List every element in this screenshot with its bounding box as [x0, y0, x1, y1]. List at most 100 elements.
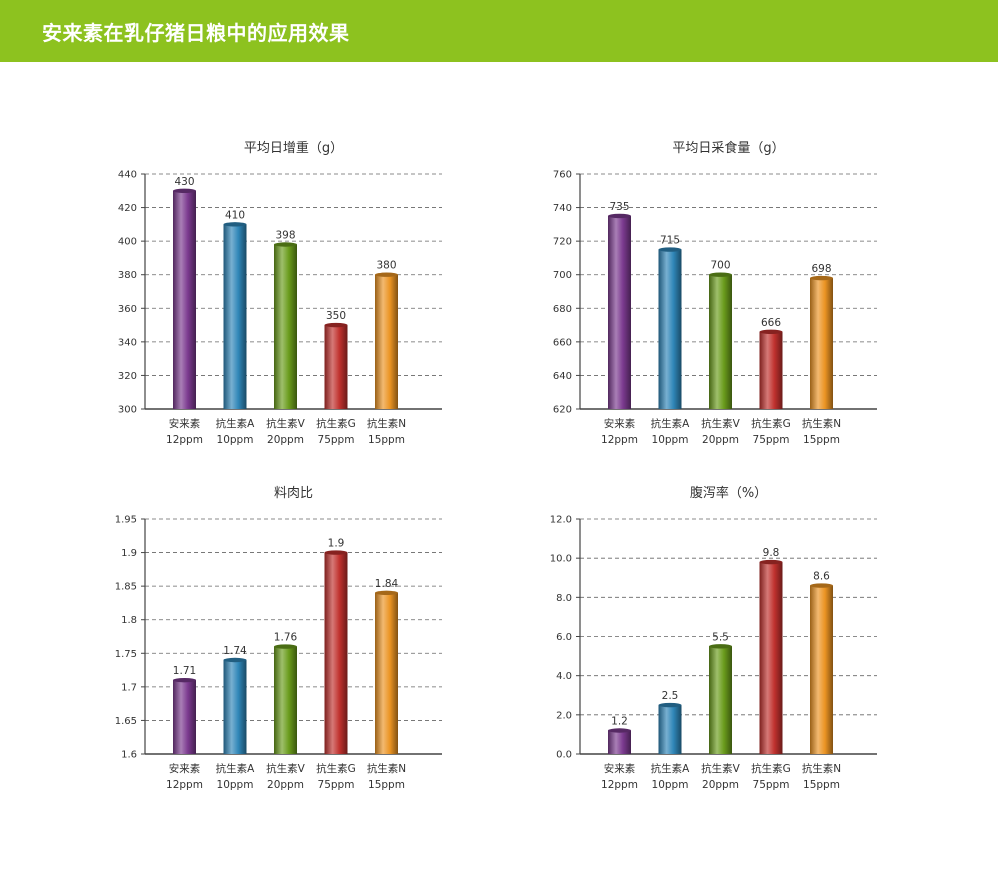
bar-cap [608, 728, 631, 733]
x-category-dose: 12ppm [601, 434, 638, 446]
y-tick-label: 620 [553, 405, 572, 416]
x-category-label: 安来素 [169, 417, 201, 430]
x-category-dose: 15ppm [803, 779, 840, 791]
bar-cap [274, 242, 297, 247]
y-tick-label: 700 [553, 270, 572, 281]
bar [709, 274, 732, 409]
y-tick-label: 720 [553, 237, 572, 248]
chart-feed-conversion-ratio: 料肉比 1.6 1.65 1.7 1.75 1.8 1.85 1.9 1.95 1.71 安来素 12… [100, 475, 460, 795]
chart-title: 平均日增重（g） [244, 140, 343, 156]
y-tick-label: 1.75 [115, 649, 137, 660]
chart-title: 平均日采食量（g） [672, 140, 784, 156]
y-tick-label: 1.85 [115, 582, 137, 593]
x-category-dose: 12ppm [601, 779, 638, 791]
x-category-label: 抗生素N [367, 762, 406, 775]
bar [173, 190, 196, 409]
chart-svg: 腹泻率（%） 0.0 2.0 4.0 6.0 8.0 10.0 12.0 1.2 安来素 12ppm… [550, 485, 877, 791]
y-tick-label: 4.0 [556, 671, 572, 682]
bar-cap [223, 657, 247, 663]
chart-daily-feed-intake: 平均日采食量（g） 620 640 660 680 700 720 740 760 735 安来素 1… [535, 130, 895, 450]
bar [658, 705, 682, 754]
bar [810, 585, 833, 754]
data-label: 666 [761, 317, 781, 329]
data-label: 380 [376, 260, 396, 272]
data-label: 1.71 [173, 665, 196, 677]
data-label: 410 [225, 209, 245, 221]
x-category-dose: 20ppm [267, 434, 304, 446]
data-label: 1.84 [375, 578, 399, 590]
x-category-dose: 75ppm [753, 434, 790, 446]
bar-cap [375, 590, 398, 596]
bar [608, 215, 631, 409]
bar [173, 680, 196, 754]
x-category-label: 抗生素A [651, 417, 690, 430]
data-label: 1.9 [328, 538, 345, 550]
bar-cap [759, 559, 783, 565]
bar [759, 331, 783, 409]
x-category-dose: 10ppm [217, 779, 254, 791]
data-label: 8.6 [813, 571, 830, 583]
x-category-dose: 10ppm [652, 434, 689, 446]
y-tick-label: 740 [553, 203, 572, 214]
bar-cap [658, 702, 682, 708]
bar-cap [173, 677, 196, 683]
chart-title: 料肉比 [274, 486, 313, 501]
bar-cap [810, 275, 833, 281]
x-category-dose: 20ppm [702, 434, 739, 446]
y-tick-label: 1.9 [121, 548, 137, 559]
x-category-dose: 12ppm [166, 779, 203, 791]
data-label: 1.2 [611, 716, 628, 728]
bar [324, 552, 348, 754]
x-category-dose: 20ppm [702, 779, 739, 791]
data-label: 5.5 [712, 631, 729, 643]
data-label: 1.76 [274, 632, 298, 644]
x-category-label: 抗生素A [651, 762, 690, 775]
y-tick-label: 420 [118, 203, 137, 214]
y-tick-label: 12.0 [550, 515, 572, 526]
y-tick-label: 660 [553, 337, 572, 348]
bar-cap [759, 329, 783, 334]
x-category-label: 抗生素G [316, 417, 356, 430]
bar-cap [658, 247, 682, 252]
x-category-dose: 15ppm [368, 434, 405, 446]
y-tick-label: 360 [118, 304, 137, 315]
y-tick-label: 760 [553, 170, 572, 181]
chart-diarrhea-rate: 腹泻率（%） 0.0 2.0 4.0 6.0 8.0 10.0 12.0 1.2 安来素 12ppm… [535, 475, 895, 795]
bar-cap [709, 272, 732, 277]
chart-title: 腹泻率（%） [690, 485, 767, 501]
x-category-label: 安来素 [169, 762, 201, 775]
x-category-dose: 20ppm [267, 779, 304, 791]
chart-svg: 料肉比 1.6 1.65 1.7 1.75 1.8 1.85 1.9 1.95 1.71 安来素 12… [115, 486, 442, 791]
x-category-dose: 75ppm [318, 434, 355, 446]
chart-svg: 平均日采食量（g） 620 640 660 680 700 720 740 760 735 安来素 1… [553, 140, 877, 446]
y-tick-label: 300 [118, 405, 137, 416]
y-tick-label: 680 [553, 304, 572, 315]
bar [375, 592, 398, 754]
chart-svg: 平均日增重（g） 300 320 340 360 380 400 420 440 430 安来素 12… [118, 140, 442, 446]
x-category-label: 抗生素V [701, 417, 740, 430]
y-tick-label: 1.7 [121, 682, 137, 693]
x-category-label: 抗生素N [367, 417, 406, 430]
bar-cap [709, 644, 732, 649]
data-label: 2.5 [662, 690, 679, 702]
data-label: 9.8 [763, 547, 780, 559]
x-category-dose: 15ppm [368, 779, 405, 791]
x-category-label: 抗生素G [316, 762, 356, 775]
data-label: 350 [326, 310, 346, 322]
data-label: 1.74 [223, 645, 247, 657]
bar [759, 562, 783, 754]
bar [223, 224, 247, 409]
x-category-label: 抗生素N [802, 762, 841, 775]
page-title: 安来素在乳仔猪日粮中的应用效果 [42, 21, 350, 45]
x-category-label: 抗生素A [216, 762, 255, 775]
y-tick-label: 0.0 [556, 750, 572, 761]
bar-cap [324, 322, 348, 328]
x-category-dose: 75ppm [318, 779, 355, 791]
x-category-dose: 75ppm [753, 779, 790, 791]
x-category-dose: 10ppm [652, 779, 689, 791]
chart-daily-weight-gain: 平均日增重（g） 300 320 340 360 380 400 420 440 430 安来素 12… [100, 130, 460, 450]
y-tick-label: 440 [118, 170, 137, 181]
x-category-label: 抗生素N [802, 417, 841, 430]
bar-cap [324, 550, 348, 555]
data-label: 430 [174, 176, 194, 188]
